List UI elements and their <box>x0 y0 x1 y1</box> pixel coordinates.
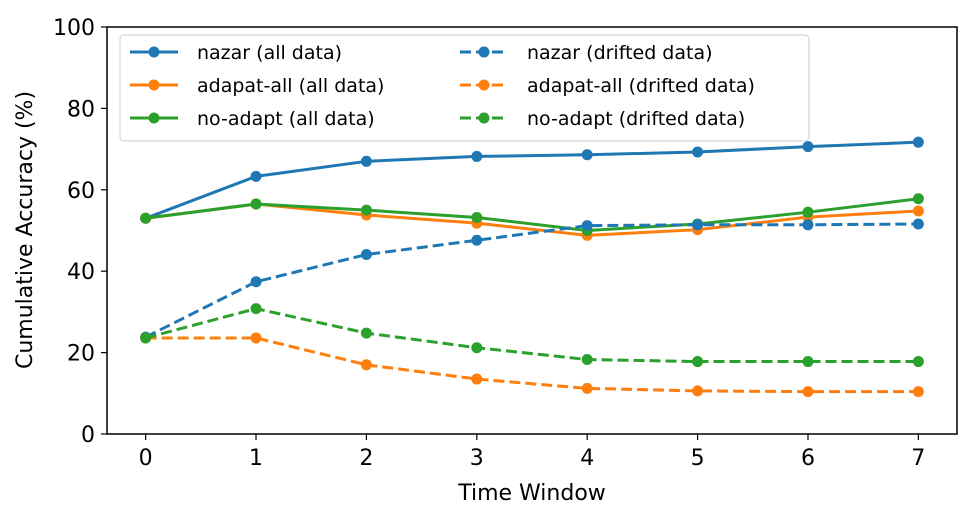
legend-frame <box>119 34 810 142</box>
data-point <box>581 354 593 366</box>
y-tick-label: 0 <box>81 423 95 448</box>
data-point <box>250 276 262 288</box>
data-point <box>250 303 262 315</box>
data-point <box>581 382 593 394</box>
data-point <box>912 386 924 398</box>
data-point <box>360 249 372 261</box>
x-tick-label: 6 <box>801 446 815 471</box>
x-tick-label: 1 <box>249 446 263 471</box>
data-point <box>250 170 262 182</box>
data-point <box>802 356 814 368</box>
y-tick-label: 100 <box>53 16 95 41</box>
y-tick-label: 60 <box>67 179 95 204</box>
legend-item: no-adapt (drifted data) <box>460 108 745 130</box>
legend-swatch-marker <box>148 46 160 58</box>
legend-item: no-adapt (all data) <box>130 108 375 130</box>
y-axis-title: Cumulative Accuracy (%) <box>13 91 38 369</box>
legend-swatch-marker <box>478 112 490 124</box>
series-5 <box>140 303 924 368</box>
data-point <box>912 136 924 148</box>
legend-label: no-adapt (all data) <box>197 108 375 130</box>
data-point <box>140 212 152 224</box>
y-tick-label: 80 <box>67 97 95 122</box>
y-tick-label: 40 <box>67 260 95 285</box>
data-point <box>802 386 814 398</box>
data-point <box>692 356 704 368</box>
x-tick-label: 4 <box>580 446 594 471</box>
data-point <box>802 206 814 218</box>
series-line <box>145 140 919 220</box>
series-3 <box>140 218 924 343</box>
legend-swatch-marker <box>148 79 160 91</box>
legend-swatch-marker <box>478 79 490 91</box>
x-tick-label: 2 <box>359 446 373 471</box>
data-point <box>250 198 262 210</box>
legend-label: adapat-all (all data) <box>197 75 384 97</box>
data-point <box>471 373 483 385</box>
legend-label: nazar (all data) <box>197 42 342 64</box>
data-point <box>912 356 924 368</box>
legend-label: adapat-all (drifted data) <box>527 75 755 97</box>
legend-item: nazar (all data) <box>130 42 342 64</box>
legend-swatch-marker <box>148 112 160 124</box>
series-line <box>145 202 919 237</box>
legend-swatch-marker <box>478 46 490 58</box>
x-axis: 0 1 2 3 4 5 6 7 <box>139 434 925 471</box>
data-point <box>802 219 814 231</box>
data-point <box>360 155 372 167</box>
legend-item: adapat-all (all data) <box>130 75 384 97</box>
plot-area <box>140 136 924 398</box>
data-point <box>471 234 483 246</box>
data-point <box>140 332 152 344</box>
data-point <box>912 205 924 217</box>
data-point <box>581 149 593 161</box>
series-line <box>145 307 919 364</box>
data-point <box>471 150 483 162</box>
x-tick-label: 7 <box>911 446 925 471</box>
data-point <box>360 327 372 339</box>
data-point <box>581 220 593 232</box>
legend-label: nazar (drifted data) <box>527 42 713 64</box>
series-0 <box>140 136 924 224</box>
legend-item: adapat-all (drifted data) <box>460 75 755 97</box>
x-axis-title: Time Window <box>457 481 606 506</box>
series-line <box>145 336 919 394</box>
series-line <box>144 222 919 339</box>
data-point <box>360 204 372 216</box>
data-point <box>471 342 483 354</box>
y-axis: 0 20 40 60 80 100 <box>53 16 107 448</box>
legend-item: nazar (drifted data) <box>460 42 713 64</box>
data-point <box>912 218 924 230</box>
data-point <box>471 211 483 223</box>
data-point <box>692 146 704 158</box>
data-point <box>692 219 704 231</box>
axes-frame <box>106 26 958 435</box>
data-point <box>250 332 262 344</box>
series-line <box>145 197 919 232</box>
data-point <box>912 193 924 205</box>
x-tick-label: 3 <box>470 446 484 471</box>
y-tick-label: 20 <box>67 342 95 367</box>
data-point <box>360 359 372 371</box>
legend: nazar (all data) adapat-all (all data) no-… <box>119 34 810 142</box>
legend-label: no-adapt (drifted data) <box>527 108 745 130</box>
x-tick-label: 0 <box>139 446 153 471</box>
data-point <box>692 385 704 397</box>
data-point <box>802 141 814 153</box>
x-tick-label: 5 <box>691 446 705 471</box>
